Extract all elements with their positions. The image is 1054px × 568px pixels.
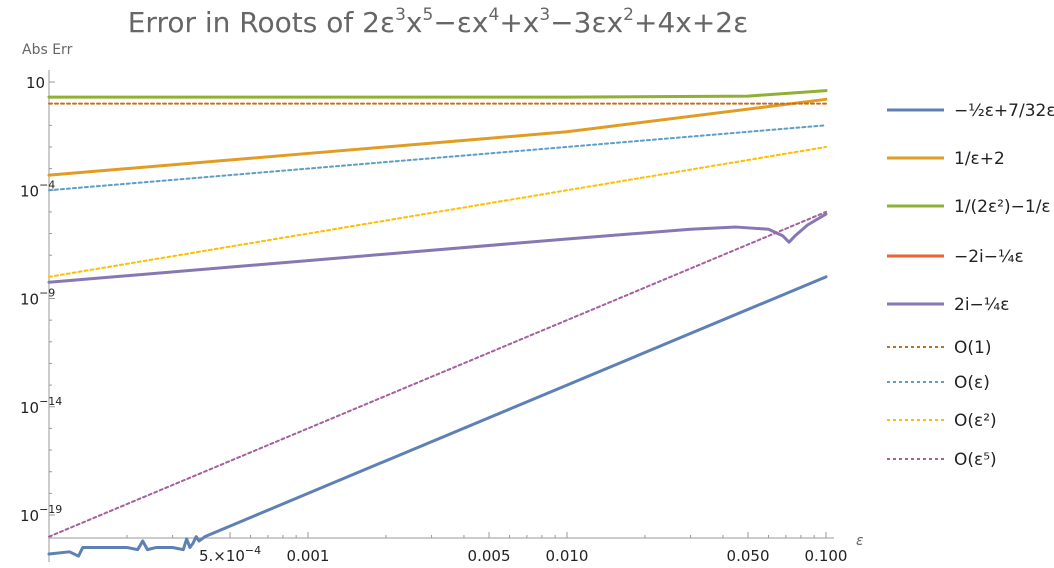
legend-label: O(ε⁵) (954, 450, 997, 470)
legend-item: O(ε²) (887, 411, 997, 431)
legend-label: 1/(2ε²)−1/ε (954, 197, 1051, 217)
title-term: 2ε (362, 6, 395, 39)
x-tick-label: 0.050 (727, 547, 770, 565)
series-layer (47, 89, 828, 558)
series-line-1 (47, 275, 828, 558)
legend-item: O(1) (887, 338, 991, 358)
series-line-3 (47, 89, 828, 99)
series-line-9 (48, 210, 827, 538)
legend-label: 1/ε+2 (954, 149, 1005, 169)
y-tick-label: 10−4 (20, 178, 55, 200)
title-term: +x (499, 6, 539, 39)
y-tick-label: 10−9 (20, 287, 55, 309)
axes: 5.×10−4 0.001 0.005 0.010 0.050 0.100 ε 10 10−4 1… (20, 70, 864, 565)
title-sup: 2 (623, 5, 634, 25)
title-term: −εx (433, 6, 488, 39)
series-line-8 (48, 145, 827, 278)
series-line-2 (47, 97, 828, 177)
x-tick-label: 0.100 (805, 547, 848, 565)
x-axis-label: ε (856, 533, 864, 549)
x-tick-label: 0.005 (468, 547, 511, 565)
series-line-5 (47, 212, 828, 284)
title-sup: 3 (395, 5, 406, 25)
legend-item: O(ε⁵) (887, 450, 997, 470)
legend-item: 1/(2ε²)−1/ε (887, 197, 1051, 217)
legend-item: 2i−¼ε (887, 295, 1009, 315)
legend-label: O(1) (954, 338, 991, 358)
x-tick-label: 5.×10−4 (199, 544, 261, 565)
legend-item: −½ε+7/32ε³ (887, 101, 1054, 121)
x-tick-label: 0.001 (287, 547, 330, 565)
title-term: +4x+2ε (634, 6, 748, 39)
series-line-7 (48, 124, 827, 192)
title-term: −3εx (550, 6, 623, 39)
legend-item: −2i−¼ε (887, 247, 1024, 267)
legend: −½ε+7/32ε³ 1/ε+2 1/(2ε²)−1/ε −2i−¼ε 2i−¼ε O(1… (887, 101, 1054, 470)
title-term: x (406, 6, 423, 39)
chart-title: Error in Roots of 2ε3​x5​−εx4​+x3​−3εx2​… (128, 5, 749, 39)
title-sup: 3 (539, 5, 550, 25)
title-sup: 4 (488, 5, 499, 25)
x-tick-label: 0.010 (546, 547, 589, 565)
y-axis-label: Abs Err (22, 42, 73, 58)
legend-label: O(ε) (954, 373, 990, 393)
title-sup: 5 (422, 5, 433, 25)
legend-item: 1/ε+2 (887, 149, 1005, 169)
y-tick-label: 10 (26, 74, 45, 92)
y-tick-label: 10−19 (20, 503, 62, 525)
legend-label: −2i−¼ε (954, 247, 1024, 267)
y-tick-label: 10−14 (20, 395, 62, 417)
legend-label: 2i−¼ε (954, 295, 1009, 315)
legend-label: −½ε+7/32ε³ (954, 101, 1054, 121)
legend-item: O(ε) (887, 373, 990, 393)
legend-label: O(ε²) (954, 411, 997, 431)
